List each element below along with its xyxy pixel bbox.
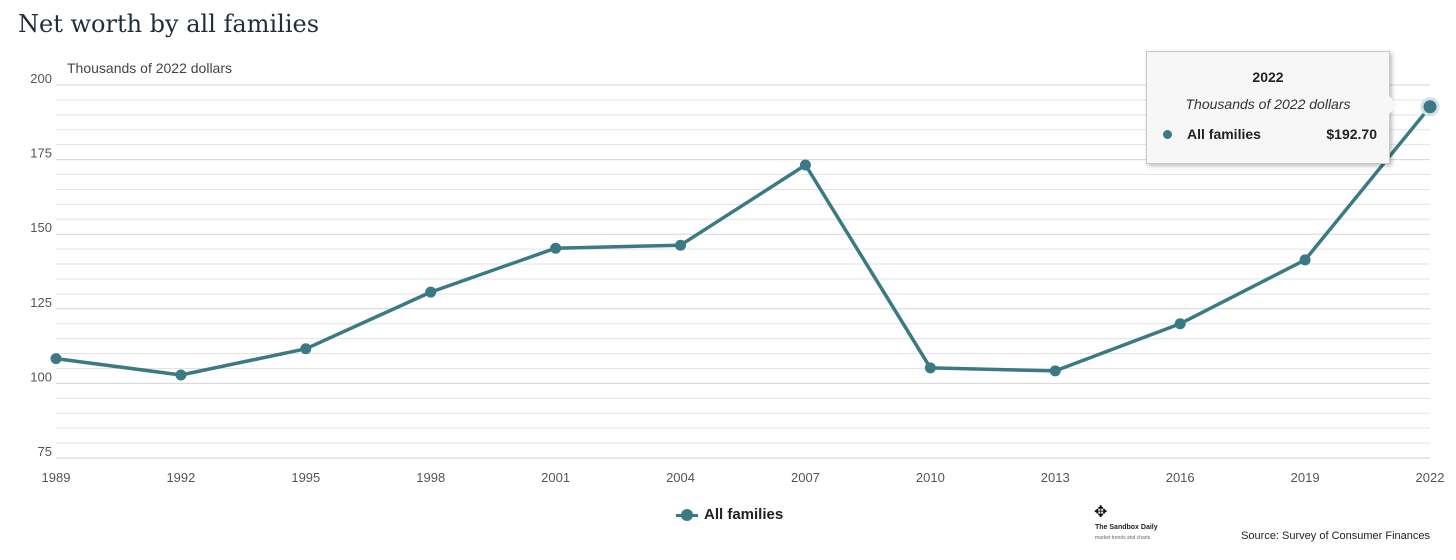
data-point-2013[interactable] [1049, 365, 1061, 377]
data-point-2019[interactable] [1299, 254, 1311, 266]
y-tick-label: 125 [30, 295, 52, 310]
chart-title: Net worth by all families [18, 10, 320, 38]
source-note: Source: Survey of Consumer Finances [1241, 530, 1430, 542]
y-tick-label: 75 [38, 444, 52, 459]
y-tick-label: 100 [30, 369, 52, 384]
x-tick-label: 2016 [1166, 470, 1195, 485]
data-point-2022[interactable] [1420, 97, 1440, 117]
y-axis-unit-label: Thousands of 2022 dollars [67, 60, 232, 76]
data-points [50, 97, 1440, 381]
x-tick-label: 1998 [416, 470, 445, 485]
x-tick-label: 2013 [1041, 470, 1070, 485]
data-point-1989[interactable] [50, 353, 62, 365]
x-tick-label: 2022 [1416, 470, 1445, 485]
x-tick-label: 1995 [291, 470, 320, 485]
tooltip-unit: Thousands of 2022 dollars [1185, 96, 1351, 112]
x-tick-label: 2004 [666, 470, 695, 485]
move-cross-icon: ✥ [1094, 504, 1108, 521]
y-tick-label: 175 [30, 146, 52, 161]
y-axis-ticks: 75 100 125 150 175 200 [30, 71, 52, 459]
x-tick-label: 2010 [916, 470, 945, 485]
x-tick-label: 2019 [1291, 470, 1320, 485]
x-axis-ticks: 1989 1992 1995 1998 2001 2004 2007 2010 2013 2016… [42, 470, 1445, 485]
watermark-logo: ✥ The Sandbox Daily market trends and ch… [1090, 500, 1162, 544]
data-point-1992[interactable] [175, 369, 187, 381]
legend-dot-icon [681, 509, 693, 521]
watermark-tagline: market trends and charts [1095, 535, 1151, 541]
x-tick-label: 2007 [791, 470, 820, 485]
data-point-1995[interactable] [300, 343, 312, 355]
legend-label: All families [704, 506, 784, 523]
x-tick-label: 1992 [166, 470, 195, 485]
data-point-2010[interactable] [924, 362, 936, 374]
series-line-all-families [55, 105, 1432, 377]
tooltip-series-name: All families [1187, 126, 1261, 142]
data-point-2004[interactable] [675, 239, 687, 251]
data-point-1998[interactable] [425, 286, 437, 298]
tooltip-year: 2022 [1252, 69, 1284, 85]
tooltip-row: All families $192.70 [1163, 126, 1377, 144]
x-tick-label: 2001 [541, 470, 570, 485]
x-tick-label: 1989 [42, 470, 71, 485]
data-point-2007[interactable] [799, 159, 811, 171]
tooltip-value: $192.70 [1326, 126, 1377, 142]
y-tick-label: 200 [30, 71, 52, 86]
data-point-2016[interactable] [1174, 318, 1186, 330]
tooltip-series-dot-icon [1163, 130, 1172, 139]
watermark-name: The Sandbox Daily [1095, 524, 1158, 531]
y-tick-label: 150 [30, 220, 52, 235]
tooltip: 2022 Thousands of 2022 dollars All famil… [1146, 51, 1398, 164]
data-point-2001[interactable] [550, 242, 562, 254]
